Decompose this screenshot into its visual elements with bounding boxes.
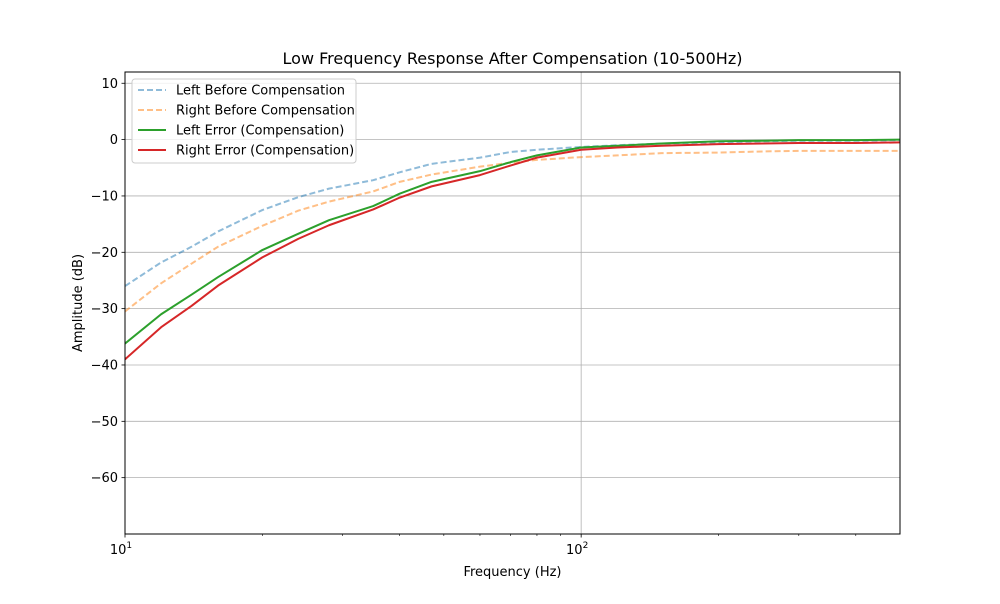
legend-label: Right Before Compensation: [176, 104, 355, 119]
x-tick-label: 101: [110, 541, 132, 558]
x-tick-exponent: 2: [583, 541, 589, 551]
legend: Left Before Compensation Right Before Com…: [131, 78, 357, 164]
series-line-right-error-compensation: [125, 141, 900, 361]
series-line-left-error-compensation: [125, 138, 900, 345]
plot-frame: [124, 71, 901, 535]
y-tick-label: 10: [101, 77, 118, 92]
x-tick-label: 102: [566, 541, 588, 558]
series-line-right-before-compensation: [125, 149, 900, 313]
legend-label: Left Before Compensation: [176, 84, 345, 99]
series-layer: [125, 138, 900, 361]
y-tick-label: −60: [91, 471, 118, 486]
legend-label: Right Error (Compensation): [176, 144, 354, 159]
tick-layer: 10 0 −10 −20 −30 −40 −50 −60 101 102: [91, 77, 857, 558]
y-tick-label: −30: [91, 302, 118, 317]
chart-title: Low Frequency Response After Compensatio…: [283, 49, 743, 68]
x-tick-exponent: 1: [126, 541, 132, 551]
y-tick-label: −20: [91, 246, 118, 261]
legend-label: Left Error (Compensation): [176, 124, 344, 139]
y-tick-label: −50: [91, 415, 118, 430]
x-axis-label: Frequency (Hz): [463, 565, 561, 580]
y-tick-label: 0: [110, 133, 118, 148]
legend-box: [131, 78, 357, 164]
y-axis-label: Amplitude (dB): [71, 254, 86, 352]
y-tick-label: −40: [91, 358, 118, 373]
y-tick-label: −10: [91, 189, 118, 204]
